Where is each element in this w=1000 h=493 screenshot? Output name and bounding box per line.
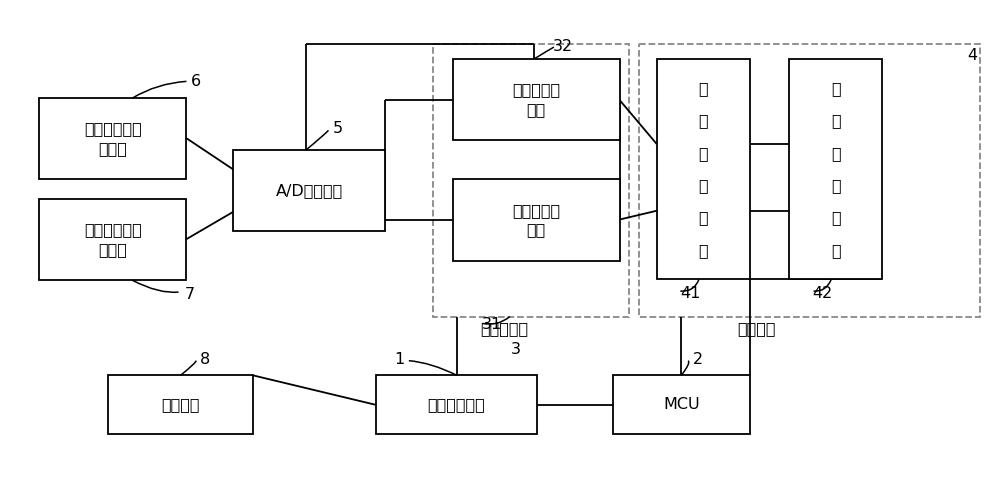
- Bar: [657, 59, 750, 280]
- Text: 1: 1: [394, 352, 404, 367]
- Text: 电路: 电路: [527, 102, 546, 117]
- Text: 涌: 涌: [699, 113, 708, 129]
- Text: 32: 32: [553, 38, 573, 54]
- Bar: [453, 179, 620, 261]
- Text: 42: 42: [812, 285, 833, 301]
- Bar: [453, 59, 620, 140]
- Text: 保护电路: 保护电路: [738, 321, 776, 336]
- Text: 3: 3: [511, 343, 521, 357]
- Text: 第一空气质量: 第一空气质量: [84, 222, 142, 237]
- Text: 路: 路: [699, 243, 708, 258]
- Text: A/D转换电路: A/D转换电路: [276, 183, 343, 198]
- Text: 4: 4: [967, 48, 977, 64]
- Bar: [39, 199, 186, 281]
- Bar: [376, 375, 537, 434]
- Text: 路: 路: [831, 243, 840, 258]
- Text: 31: 31: [482, 317, 502, 332]
- Text: 浪: 浪: [699, 81, 708, 96]
- Text: 电: 电: [831, 113, 840, 129]
- Bar: [789, 59, 882, 280]
- Text: 信号继电器: 信号继电器: [512, 82, 560, 97]
- Bar: [108, 375, 253, 434]
- Text: 电源继电器: 电源继电器: [512, 203, 560, 218]
- Text: 2: 2: [693, 352, 703, 367]
- Text: MCU: MCU: [663, 397, 700, 412]
- Text: 传感器: 传感器: [98, 141, 127, 156]
- Text: 静: 静: [831, 81, 840, 96]
- Text: 电源控制电路: 电源控制电路: [428, 397, 485, 412]
- Bar: [613, 375, 750, 434]
- Text: 保: 保: [831, 146, 840, 161]
- Bar: [433, 44, 629, 317]
- Bar: [639, 44, 980, 317]
- Text: 继电器电路: 继电器电路: [480, 321, 528, 336]
- Text: 5: 5: [332, 121, 342, 136]
- Text: 7: 7: [184, 286, 194, 302]
- Text: 第一空气质量: 第一空气质量: [84, 121, 142, 137]
- Text: 保: 保: [699, 146, 708, 161]
- Text: 电路: 电路: [527, 222, 546, 237]
- Text: 电: 电: [699, 211, 708, 226]
- Text: 41: 41: [680, 285, 700, 301]
- Text: 护: 护: [699, 178, 708, 193]
- Text: 6: 6: [191, 74, 201, 89]
- Text: 护: 护: [831, 178, 840, 193]
- Text: 电: 电: [831, 211, 840, 226]
- Text: 传感器: 传感器: [98, 242, 127, 257]
- Bar: [39, 98, 186, 179]
- Text: 用电模块: 用电模块: [161, 397, 200, 412]
- Bar: [233, 150, 385, 231]
- Text: 8: 8: [200, 352, 210, 367]
